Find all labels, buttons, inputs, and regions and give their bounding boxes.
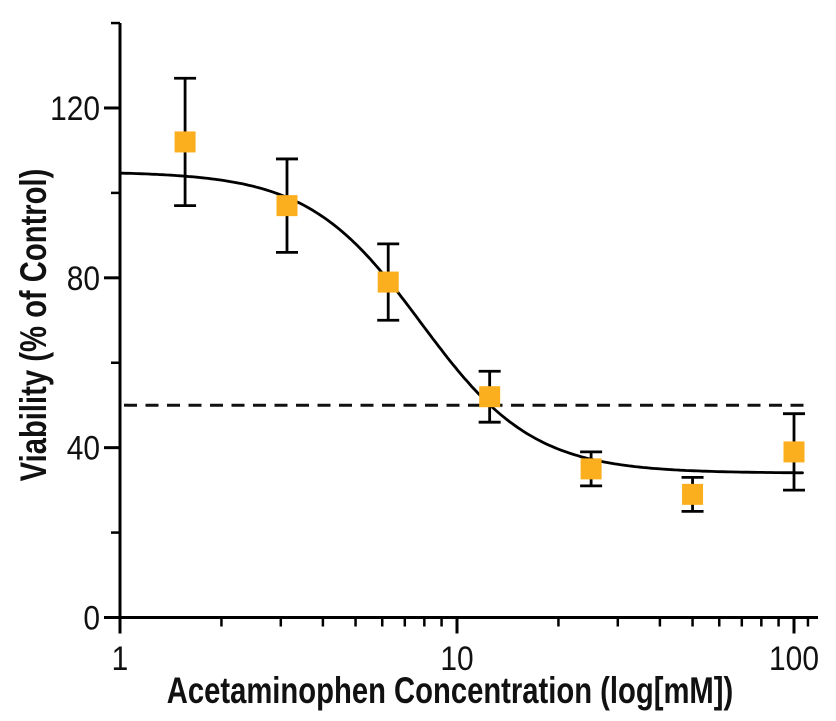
data-point-marker [174, 131, 196, 153]
x-tick-label: 10 [440, 639, 473, 677]
x-axis-tick-labels: 1 10 100 [112, 639, 819, 677]
data-point-marker [682, 483, 704, 505]
y-tick-label: 40 [67, 429, 100, 467]
data-point-marker [479, 386, 501, 408]
data-point-marker [783, 441, 805, 463]
y-tick-label: 0 [83, 599, 100, 637]
data-points [174, 131, 805, 505]
x-tick-label: 1 [112, 639, 129, 677]
x-tick-label: 100 [769, 639, 819, 677]
y-tick-label: 120 [50, 89, 100, 127]
y-axis-ticks [104, 21, 120, 619]
x-axis-ticks [118, 617, 810, 634]
x-axis-title: Acetaminophen Concentration (log[mM]) [167, 671, 733, 712]
y-tick-label: 80 [67, 259, 100, 297]
data-point-marker [276, 195, 298, 217]
y-axis-title: Viability (% of Control) [14, 169, 55, 482]
axes [118, 23, 818, 619]
error-bars [174, 76, 805, 513]
data-point-marker [580, 458, 602, 480]
fit-curve [118, 171, 804, 475]
y-axis-tick-labels: 0 40 80 120 [50, 89, 100, 637]
data-point-marker [377, 271, 399, 293]
sigmoid-fit-path [118, 171, 804, 475]
